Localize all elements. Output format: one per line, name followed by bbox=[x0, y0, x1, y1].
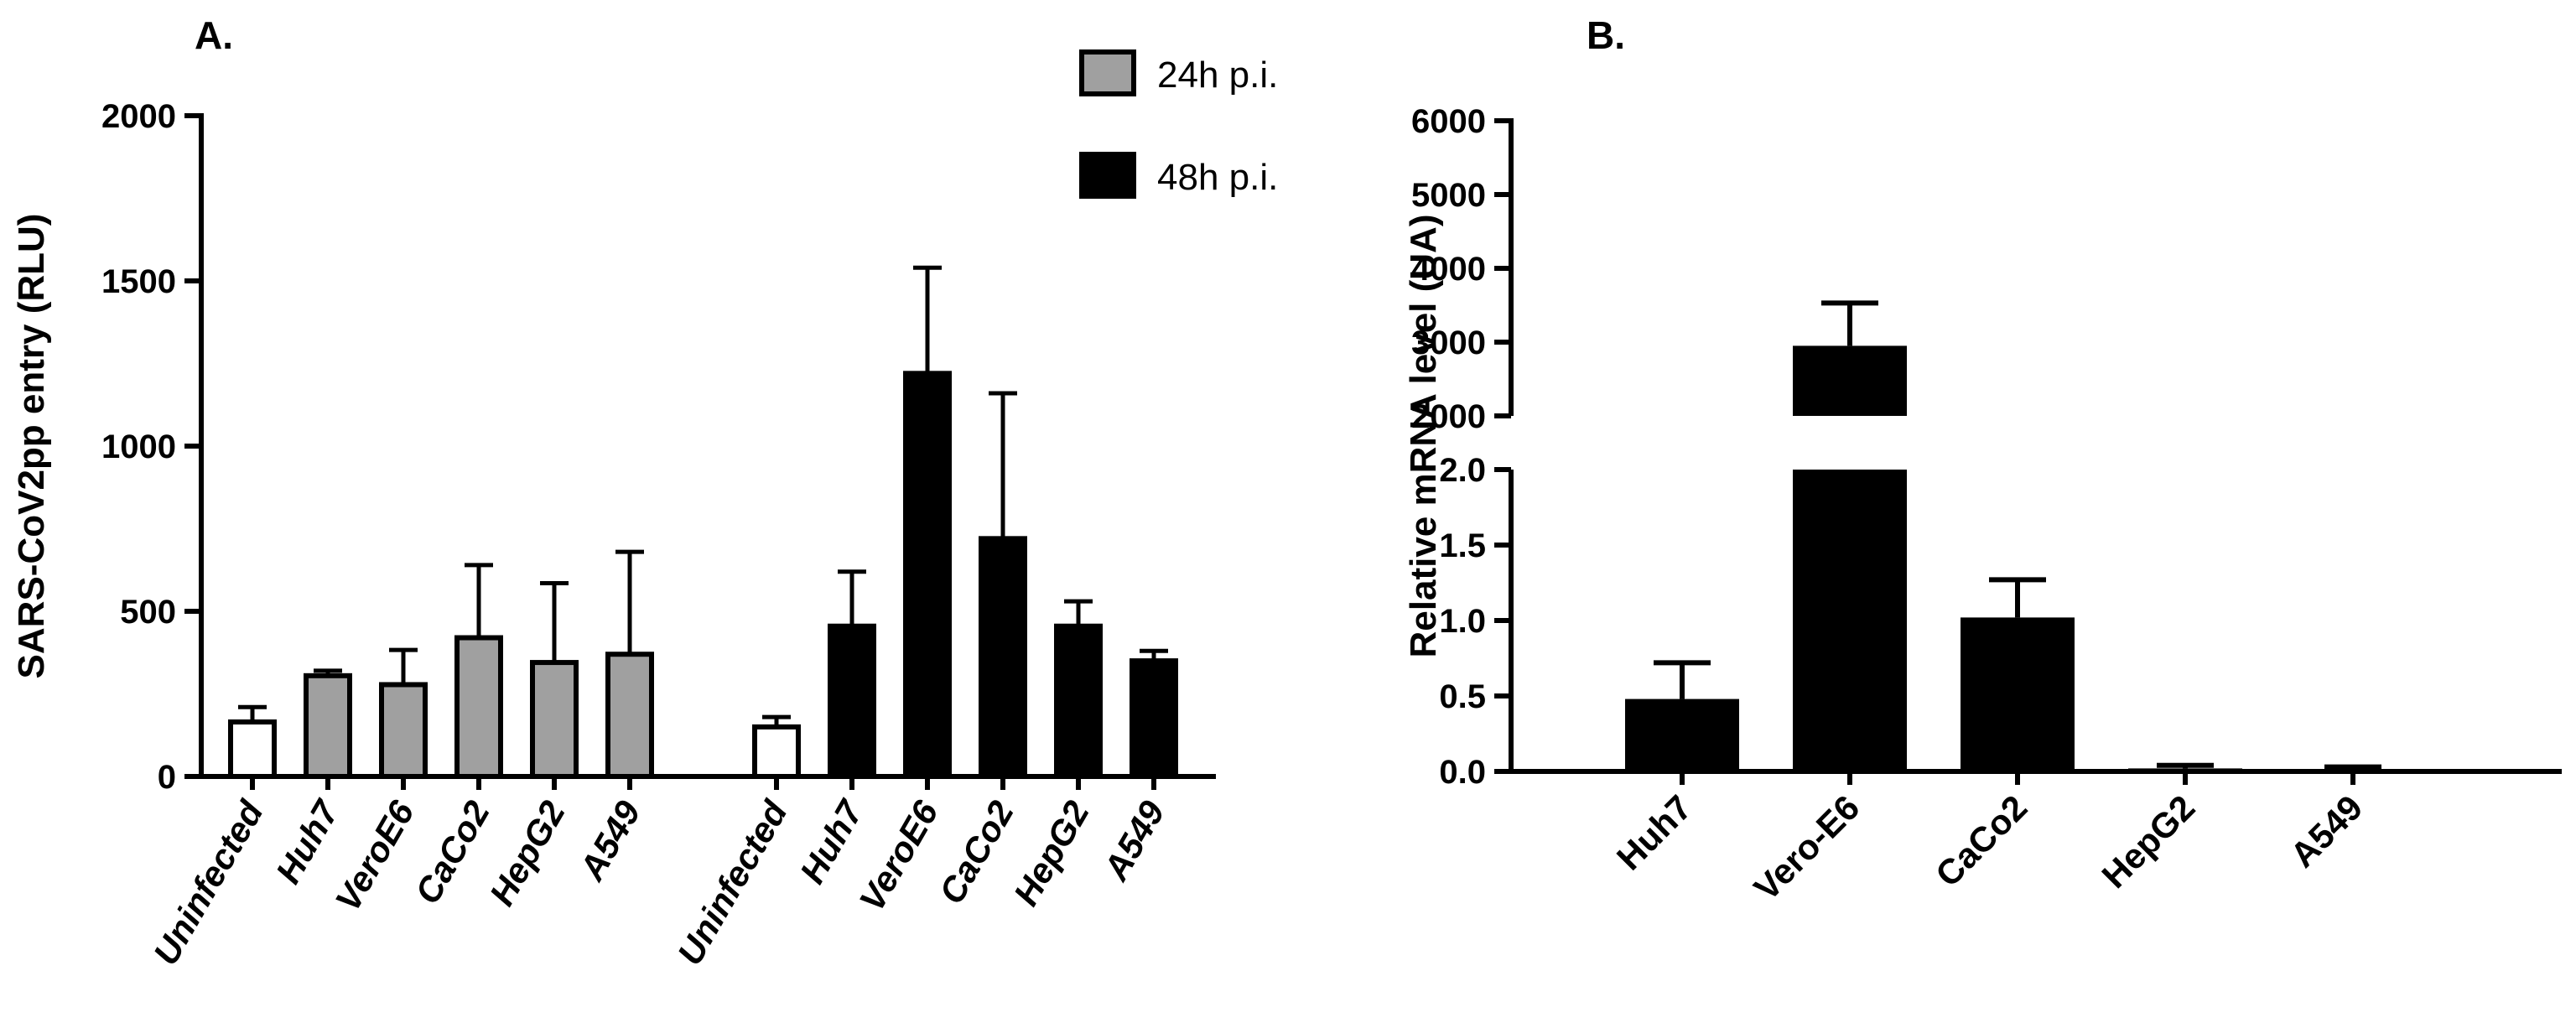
panel-b-x-tick-label: CaCo2 bbox=[1928, 787, 2034, 894]
panel-b-label: B. bbox=[1587, 13, 1625, 57]
panel-a-y-tick-label: 0 bbox=[158, 759, 176, 796]
legend-swatch-48h bbox=[1079, 152, 1136, 199]
panel-b-bar-caco2 bbox=[1961, 617, 2075, 771]
panel-b-y-tick-label: 0.0 bbox=[1439, 754, 1486, 791]
panel-b-y-tick-label: 4000 bbox=[1411, 251, 1486, 288]
panel-a-x-tick-label: A549 bbox=[1095, 793, 1172, 887]
panel-a-bar-hepg2-24h bbox=[530, 660, 579, 779]
panel-a-bar-a549-24h bbox=[605, 652, 654, 779]
panel-b-y-tick-label: 0.5 bbox=[1439, 678, 1486, 715]
panel-a-bar-caco2-24h bbox=[454, 635, 503, 780]
panel-b-y-axis-label: Relative mRNA level (UA) bbox=[1403, 215, 1444, 658]
panel-a-x-tick-label: Huh7 bbox=[268, 793, 347, 891]
panel-a-chart: 0500100015002000UninfectedHuh7VeroE6CaCo… bbox=[101, 49, 1278, 972]
panel-a-bar-a549-48h bbox=[1130, 658, 1178, 779]
panel-b-y-tick-label: 2.0 bbox=[1439, 452, 1486, 489]
panel-b-x-tick-label: A549 bbox=[2283, 787, 2370, 875]
panel-b-y-tick-label: 3000 bbox=[1411, 325, 1486, 361]
panel-a-x-tick-label: A549 bbox=[571, 793, 648, 887]
legend-label-48h: 48h p.i. bbox=[1157, 157, 1278, 198]
panel-a-bar-uninfected-48h bbox=[752, 724, 801, 780]
panel-a-bar-veroe6-48h bbox=[903, 371, 952, 779]
panel-a-y-axis-label: SARS-CoV2pp entry (RLU) bbox=[11, 214, 52, 679]
panel-b-x-tick-label: HepG2 bbox=[2094, 787, 2202, 896]
panel-b-y-tick-label: 5000 bbox=[1411, 177, 1486, 214]
panel-b-x-tick-label: Huh7 bbox=[1609, 787, 1699, 877]
panel-b-y-tick-label: 1.0 bbox=[1439, 603, 1486, 640]
panel-a-label: A. bbox=[195, 13, 233, 57]
panel-a-bar-huh7-48h bbox=[828, 623, 876, 779]
panel-a-x-tick-label: HepG2 bbox=[481, 794, 572, 912]
panel-b-x-tick-label: Vero-E6 bbox=[1747, 787, 1867, 908]
legend-swatch-24h bbox=[1079, 49, 1136, 96]
panel-a-bar-caco2-48h bbox=[979, 536, 1027, 779]
panel-a-x-tick-label: HepG2 bbox=[1005, 794, 1096, 912]
panel-a-y-tick-label: 500 bbox=[120, 594, 176, 631]
panel-a-y-tick-label: 2000 bbox=[101, 98, 176, 135]
panel-a-y-tick-label: 1000 bbox=[101, 428, 176, 465]
panel-b-bar-hepg2 bbox=[2128, 768, 2242, 771]
panel-b-y-tick-label: 1.5 bbox=[1439, 527, 1486, 564]
panel-a-bar-veroe6-24h bbox=[379, 682, 428, 780]
panel-b-y-tick-label: 2000 bbox=[1411, 398, 1486, 435]
panel-a-y-tick-label: 1500 bbox=[101, 263, 176, 300]
legend-label-24h: 24h p.i. bbox=[1157, 55, 1278, 96]
panel-a-x-tick-label: Huh7 bbox=[792, 793, 871, 891]
panel-b-bar-vero-e6-upper bbox=[1793, 345, 1907, 416]
panel-b-bar-vero-e6-lower bbox=[1793, 470, 1907, 771]
panel-b-chart: 0.0 0.5 1.0 1.5 2.0 2000 3000 4000 5000 6000 Huh7 V… bbox=[1411, 103, 2562, 908]
panel-b-bar-a549 bbox=[2296, 770, 2410, 773]
panel-b-bar-huh7 bbox=[1625, 698, 1739, 771]
panel-a-x-tick-label: Uninfected bbox=[670, 793, 796, 972]
panel-a-bar-huh7-24h bbox=[304, 672, 352, 780]
panel-a-x-tick-label: Uninfected bbox=[146, 793, 272, 972]
panel-b-y-tick-label: 6000 bbox=[1411, 103, 1486, 140]
panel-a-bar-hepg2-48h bbox=[1054, 623, 1103, 779]
panel-a-bar-uninfected-24h bbox=[228, 719, 277, 779]
